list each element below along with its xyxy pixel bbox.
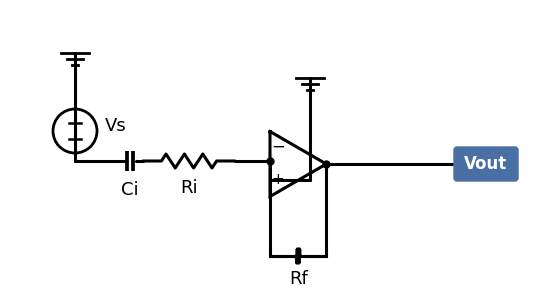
Text: +: + (272, 172, 285, 187)
Text: −: − (271, 138, 285, 156)
Text: Vout: Vout (464, 155, 508, 173)
Text: Rf: Rf (289, 270, 307, 288)
FancyBboxPatch shape (454, 147, 518, 181)
Text: Ci: Ci (121, 181, 139, 199)
Text: Ri: Ri (180, 179, 198, 197)
Text: Vs: Vs (105, 117, 127, 135)
